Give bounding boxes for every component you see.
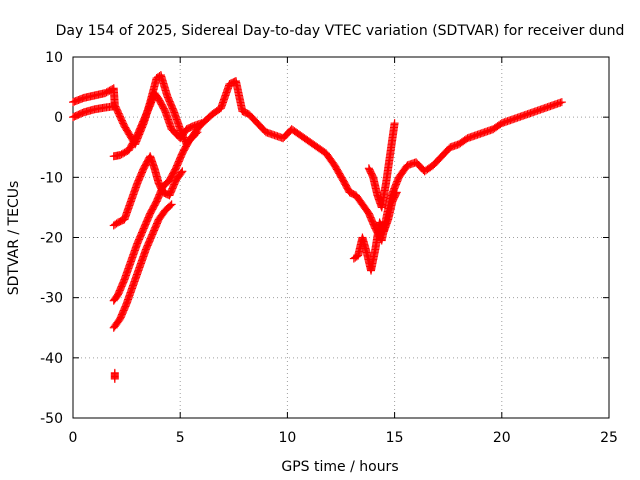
data-point-marker — [192, 129, 201, 138]
y-axis-title: SDTVAR / TECUs — [6, 181, 22, 296]
data-point-marker — [193, 128, 202, 137]
y-tick-label: 10 — [45, 50, 63, 66]
data-point-marker — [557, 98, 566, 107]
data-point-marker — [167, 200, 176, 209]
x-axis-title: GPS time / hours — [281, 459, 398, 475]
data-point-marker — [166, 201, 175, 210]
y-tick-label: 0 — [54, 110, 63, 126]
data-points — [69, 71, 566, 383]
y-tick-label: -50 — [40, 411, 63, 427]
x-tick-label: 10 — [278, 430, 296, 446]
y-tick-label: -10 — [40, 170, 63, 186]
data-point-marker — [108, 85, 117, 94]
data-point-marker — [197, 119, 206, 128]
plot-frame — [72, 56, 610, 419]
chart-title: Day 154 of 2025, Sidereal Day-to-day VTE… — [56, 23, 625, 39]
data-point-marker — [109, 102, 118, 111]
data-point-marker — [392, 189, 401, 198]
data-point-marker — [392, 188, 401, 197]
data-point-marker — [178, 167, 187, 176]
x-tick-labels: 0 5 10 15 20 25 — [69, 430, 618, 446]
y-tick-label: -20 — [40, 231, 63, 247]
y-tick-label: -40 — [40, 351, 63, 367]
data-point-marker — [110, 374, 119, 383]
x-tick-label: 20 — [493, 430, 511, 446]
x-tick-label: 25 — [600, 430, 618, 446]
data-point-marker — [177, 168, 186, 177]
y-tick-label: -30 — [40, 291, 63, 307]
x-tick-label: 15 — [386, 430, 404, 446]
x-tick-label: 5 — [176, 430, 185, 446]
x-tick-label: 0 — [69, 430, 78, 446]
data-point-marker — [390, 119, 399, 128]
y-tick-labels: -50 -40 -30 -20 -10 0 10 — [40, 50, 63, 427]
